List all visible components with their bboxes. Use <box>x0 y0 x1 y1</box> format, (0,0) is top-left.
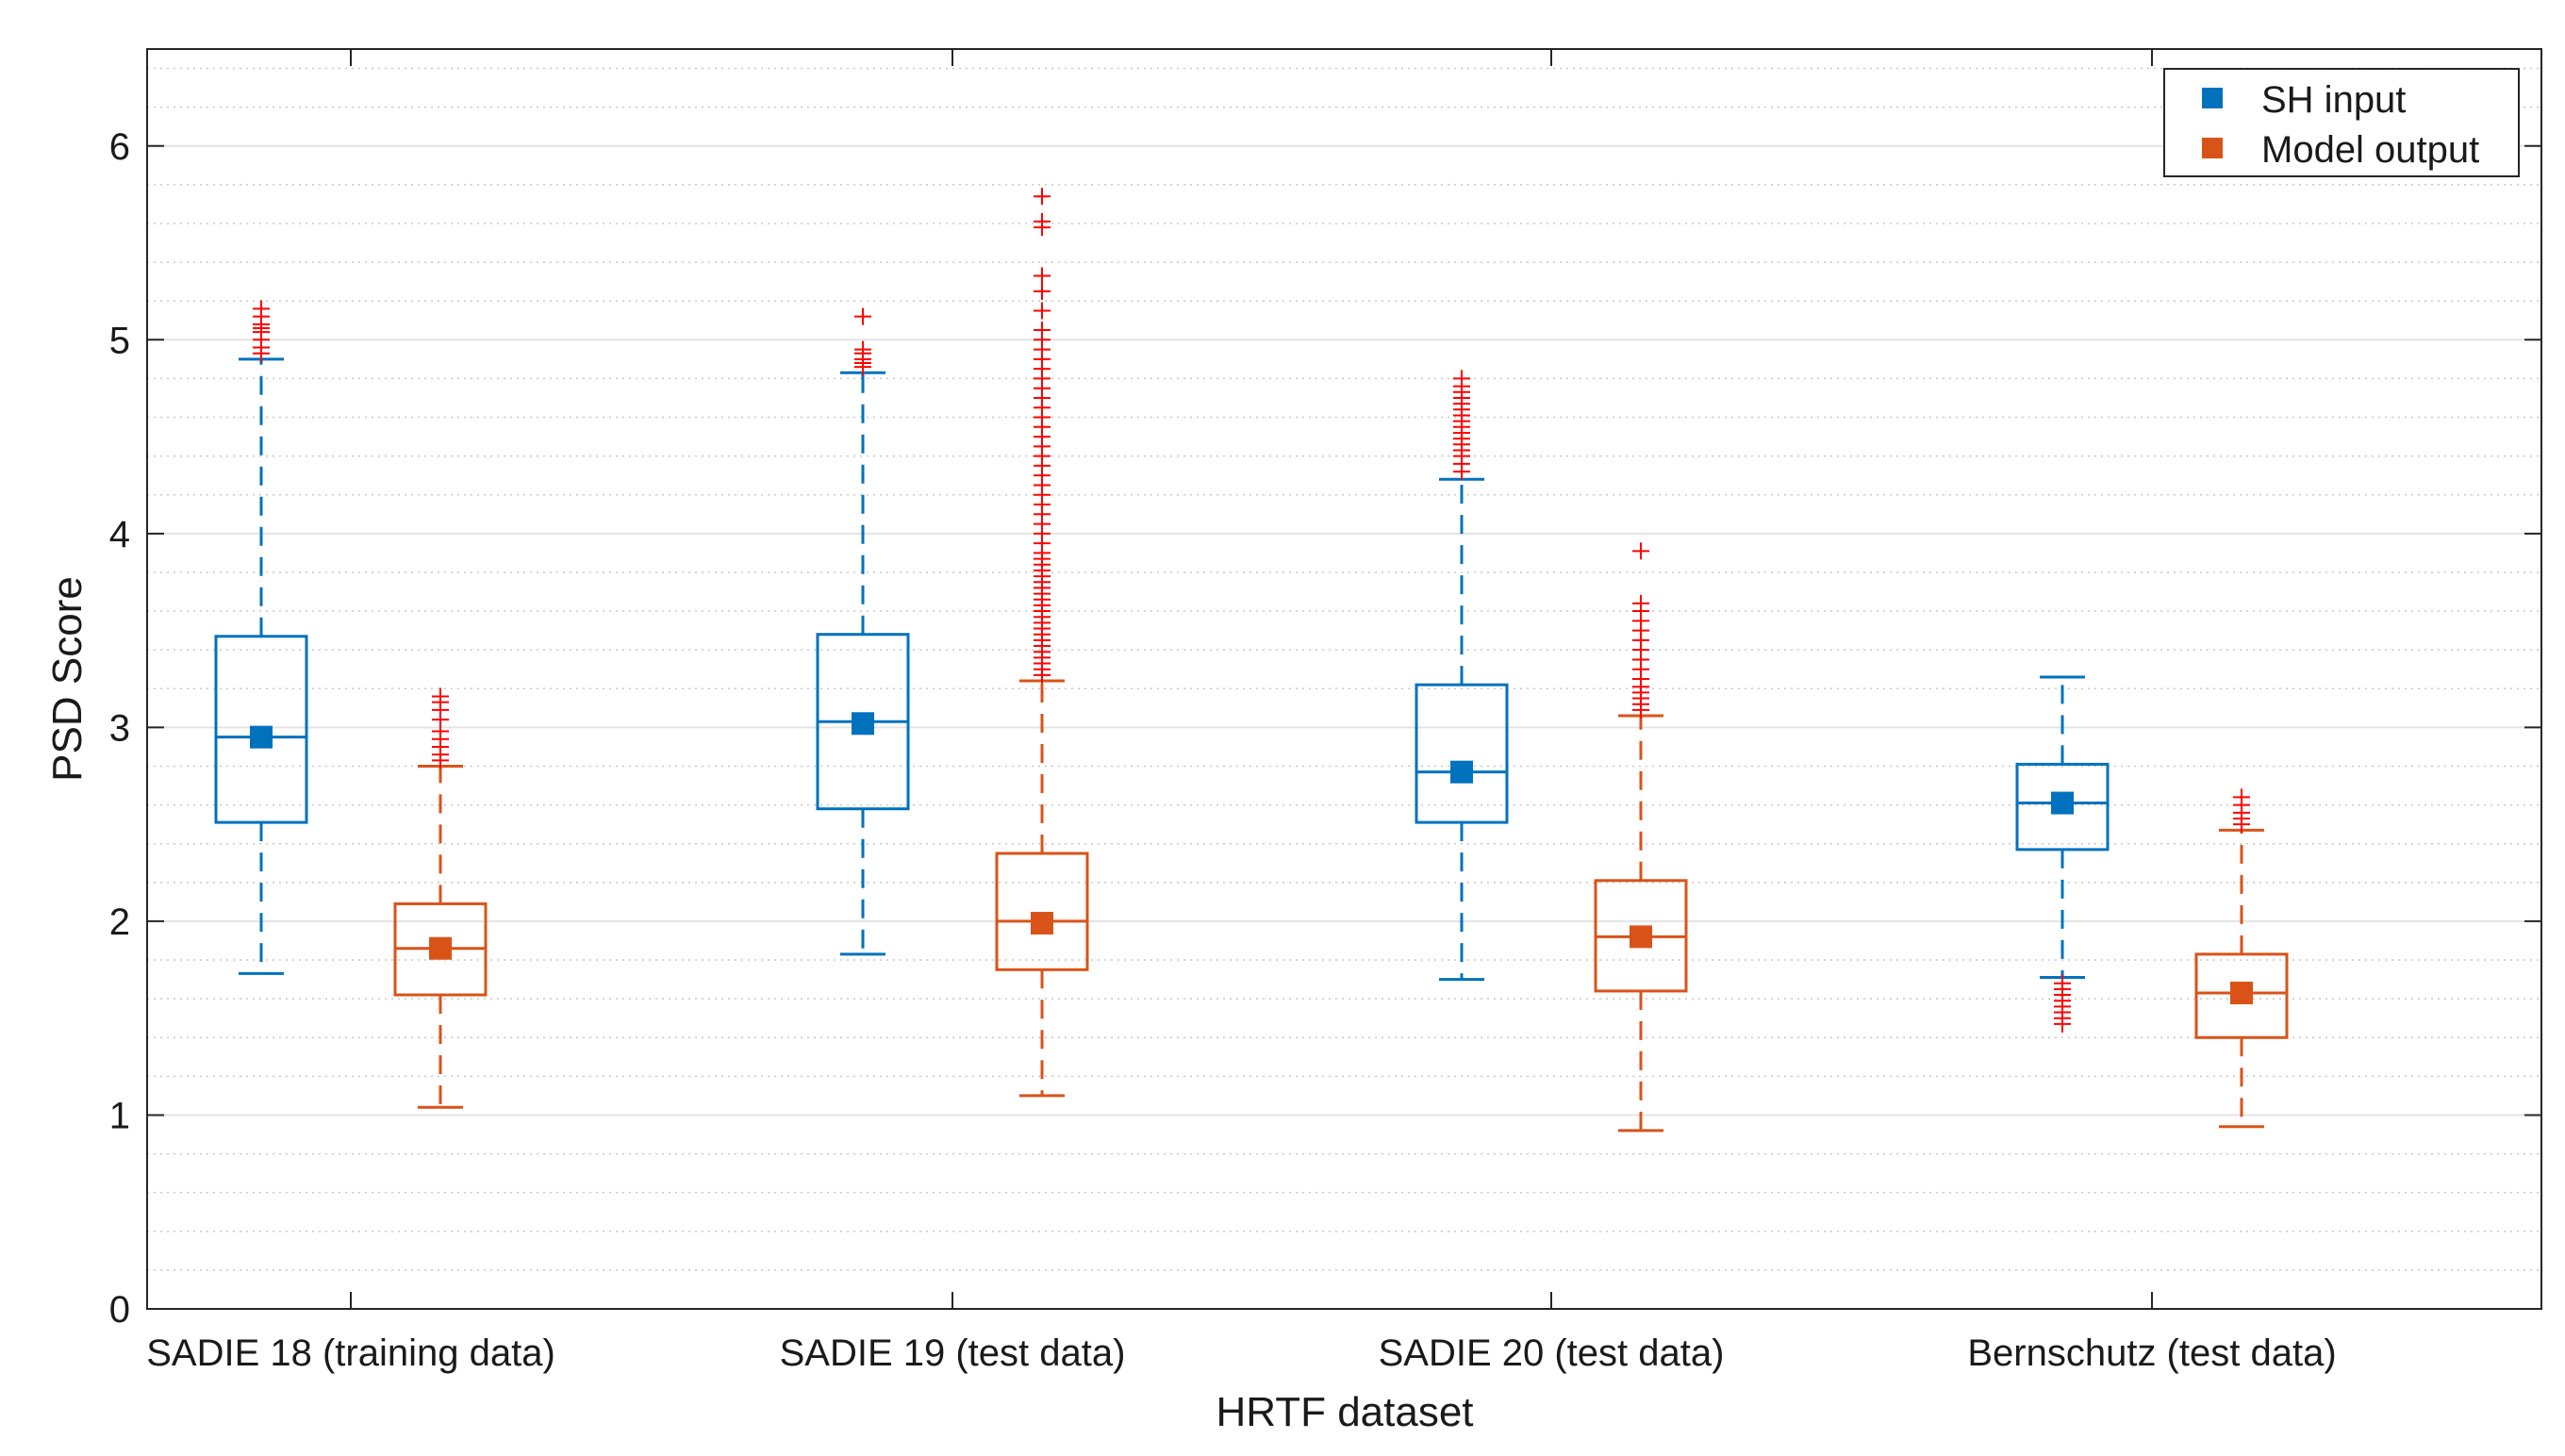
x-tick-labels: SADIE 18 (training data) SADIE 19 (test d… <box>146 1332 2336 1374</box>
interquartile-box <box>214 635 308 824</box>
box-2 <box>995 188 1089 1098</box>
mean-marker <box>2051 791 2074 815</box>
plot-area-frame <box>146 48 2542 1310</box>
outlier-point <box>1034 282 1051 300</box>
box-2 <box>816 307 910 956</box>
legend-marker-model-output <box>2202 138 2223 158</box>
y-tick-label: 2 <box>109 902 130 943</box>
outlier-point <box>1632 594 1649 612</box>
box-1 <box>214 300 308 975</box>
interquartile-box <box>2015 762 2110 852</box>
interquartile-box <box>995 852 1089 971</box>
outlier-point <box>253 300 270 318</box>
mean-marker <box>1630 925 1652 949</box>
y-tick-label: 6 <box>109 126 130 168</box>
x-tick-label: SADIE 18 (training data) <box>146 1332 555 1374</box>
y-tick-label: 5 <box>109 320 130 361</box>
outlier-point <box>1632 542 1649 560</box>
mean-marker <box>429 936 452 960</box>
series-sh-input <box>214 300 2110 1033</box>
outlier-point <box>2233 788 2250 806</box>
box-3 <box>1415 370 1509 982</box>
mean-marker <box>250 725 273 749</box>
outlier-point <box>1034 267 1051 285</box>
legend-label-sh-input: SH input <box>2261 79 2406 121</box>
legend-box <box>2163 68 2520 177</box>
series-model-output <box>393 188 2289 1133</box>
outlier-point <box>1034 188 1051 206</box>
outlier-point <box>1034 212 1051 230</box>
x-tick-label: SADIE 20 (test data) <box>1379 1332 1725 1374</box>
y-tick-labels: 0 1 2 3 4 5 6 <box>109 126 130 1331</box>
y-tick-label: 4 <box>109 514 130 555</box>
y-tick-label: 3 <box>109 707 130 749</box>
outlier-point <box>1453 370 1470 388</box>
outlier-point <box>854 307 871 325</box>
x-axis-label: HRTF dataset <box>1216 1389 1473 1435</box>
legend: SH input Model output <box>2163 68 2520 177</box>
outlier-point <box>854 340 871 358</box>
x-tick-label: SADIE 19 (test data) <box>780 1332 1126 1374</box>
outlier-point <box>1034 322 1051 339</box>
box-3 <box>1594 542 1688 1133</box>
legend-marker-sh-input <box>2202 88 2223 108</box>
box-1 <box>393 687 488 1109</box>
y-axis-label: PSD Score <box>44 576 91 782</box>
outlier-point <box>1034 302 1051 320</box>
legend-label-model-output: Model output <box>2261 129 2479 171</box>
y-tick-label: 0 <box>109 1289 130 1331</box>
x-tick-label: Bernschutz (test data) <box>1967 1332 2336 1374</box>
mean-marker <box>1031 911 1053 935</box>
interquartile-box <box>1415 683 1509 824</box>
box-series <box>214 188 2289 1133</box>
mean-marker <box>2230 981 2253 1004</box>
y-tick-label: 1 <box>109 1095 130 1136</box>
axis-ticks <box>147 49 2541 1310</box>
interquartile-box <box>2194 952 2289 1039</box>
outlier-point <box>2054 974 2071 992</box>
grid-lines <box>147 67 2541 1271</box>
outlier-point <box>432 687 449 705</box>
mean-marker <box>1450 760 1473 784</box>
box-4 <box>2015 675 2110 1033</box>
mean-marker <box>852 712 874 736</box>
box-4 <box>2194 788 2289 1129</box>
